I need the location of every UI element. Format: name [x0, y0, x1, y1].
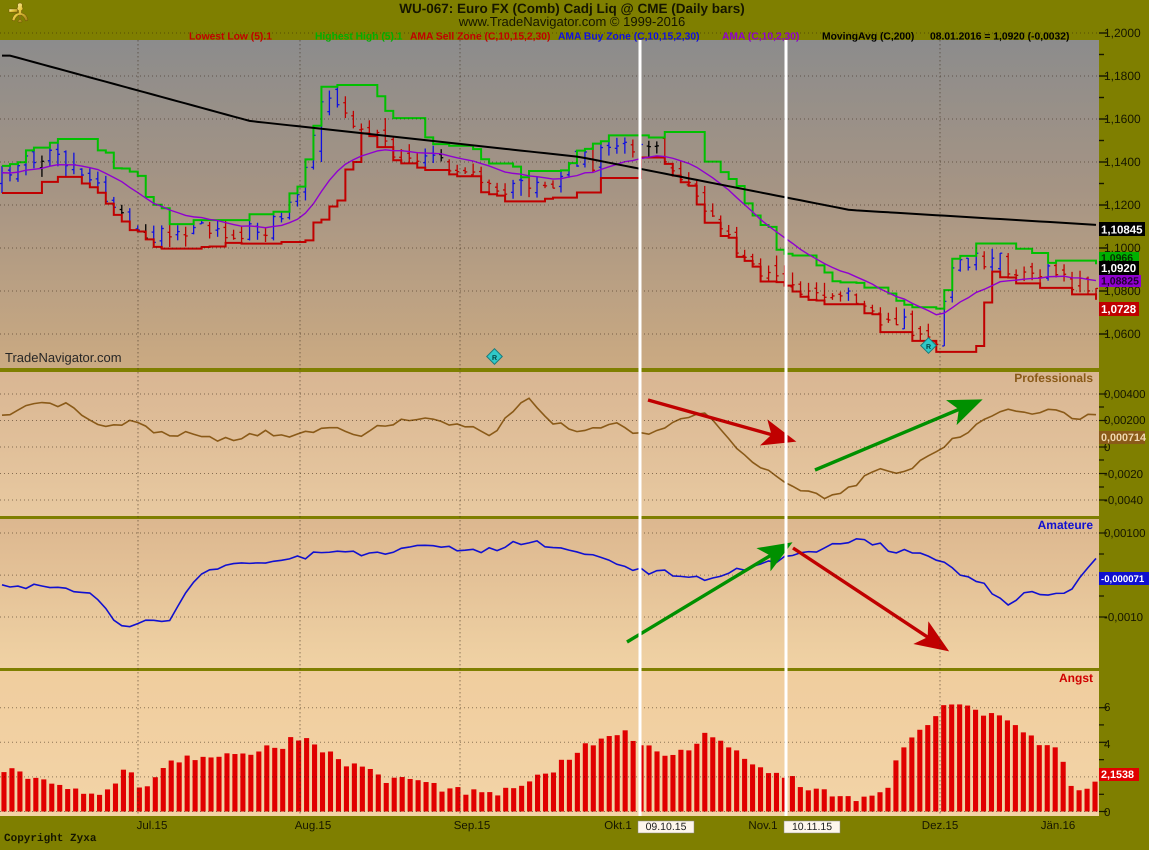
svg-text:R: R — [492, 355, 497, 362]
svg-text:0,00200: 0,00200 — [1104, 415, 1146, 427]
svg-text:Lowest Low (5).1: Lowest Low (5).1 — [189, 32, 272, 43]
svg-text:Angst: Angst — [1059, 671, 1093, 685]
svg-text:1,08825: 1,08825 — [1101, 276, 1139, 288]
svg-text:-0,0020: -0,0020 — [1104, 469, 1143, 481]
svg-text:1,10845: 1,10845 — [1101, 225, 1143, 237]
svg-text:Professionals: Professionals — [1014, 371, 1093, 385]
svg-text:1,0728: 1,0728 — [1101, 304, 1137, 316]
svg-text:Dez.15: Dez.15 — [922, 820, 958, 832]
svg-text:Nov.1: Nov.1 — [748, 820, 777, 832]
svg-text:0,000714: 0,000714 — [1101, 432, 1146, 444]
svg-text:1,1400: 1,1400 — [1104, 155, 1141, 169]
svg-text:Okt.1: Okt.1 — [604, 820, 631, 832]
svg-text:0,00400: 0,00400 — [1104, 389, 1146, 401]
svg-text:-0,0010: -0,0010 — [1104, 612, 1143, 624]
svg-text:08.01.2016 = 1,0920 (-0,0032): 08.01.2016 = 1,0920 (-0,0032) — [930, 32, 1069, 43]
svg-text:Amateure: Amateure — [1038, 518, 1094, 532]
svg-text:MovingAvg (C,200): MovingAvg (C,200) — [822, 32, 914, 43]
svg-text:0,00100: 0,00100 — [1104, 528, 1146, 540]
svg-text:1,1200: 1,1200 — [1104, 198, 1141, 212]
svg-text:1,0600: 1,0600 — [1104, 327, 1141, 341]
svg-text:TradeNavigator.com: TradeNavigator.com — [5, 350, 122, 365]
svg-text:Jul.15: Jul.15 — [137, 820, 168, 832]
svg-text:Jän.16: Jän.16 — [1041, 820, 1076, 832]
svg-text:2,1538: 2,1538 — [1101, 769, 1134, 781]
svg-text:www.TradeNavigator.com © 1999-: www.TradeNavigator.com © 1999-2016 — [458, 14, 686, 29]
svg-text:0: 0 — [1104, 807, 1110, 819]
svg-text:AMA Sell Zone (C,10,15,2,30): AMA Sell Zone (C,10,15,2,30) — [410, 32, 550, 43]
svg-text:AMA (C,10,2,30): AMA (C,10,2,30) — [722, 32, 799, 43]
svg-text:1,1600: 1,1600 — [1104, 112, 1141, 126]
svg-text:4: 4 — [1104, 739, 1111, 751]
svg-text:Aug.15: Aug.15 — [295, 820, 331, 832]
svg-text:1,0920: 1,0920 — [1101, 263, 1136, 275]
svg-text:Copyright Zyxa: Copyright Zyxa — [4, 833, 97, 845]
svg-text:Highest High (5).1: Highest High (5).1 — [315, 32, 403, 43]
svg-text:1,2000: 1,2000 — [1104, 26, 1141, 40]
svg-text:1,1800: 1,1800 — [1104, 69, 1141, 83]
svg-text:-0,0040: -0,0040 — [1104, 495, 1143, 507]
svg-text:AMA Buy Zone (C,10,15,2,30): AMA Buy Zone (C,10,15,2,30) — [558, 32, 700, 43]
svg-text:Sep.15: Sep.15 — [454, 820, 490, 832]
svg-text:-0,000071: -0,000071 — [1101, 574, 1145, 585]
svg-text:R: R — [926, 344, 931, 351]
svg-text:10.11.15: 10.11.15 — [792, 821, 832, 833]
svg-text:09.10.15: 09.10.15 — [646, 821, 687, 833]
